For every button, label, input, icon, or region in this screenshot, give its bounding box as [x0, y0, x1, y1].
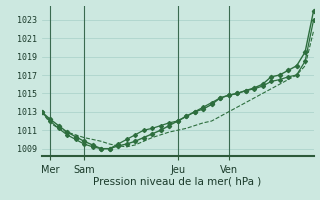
X-axis label: Pression niveau de la mer( hPa ): Pression niveau de la mer( hPa ) [93, 176, 262, 186]
